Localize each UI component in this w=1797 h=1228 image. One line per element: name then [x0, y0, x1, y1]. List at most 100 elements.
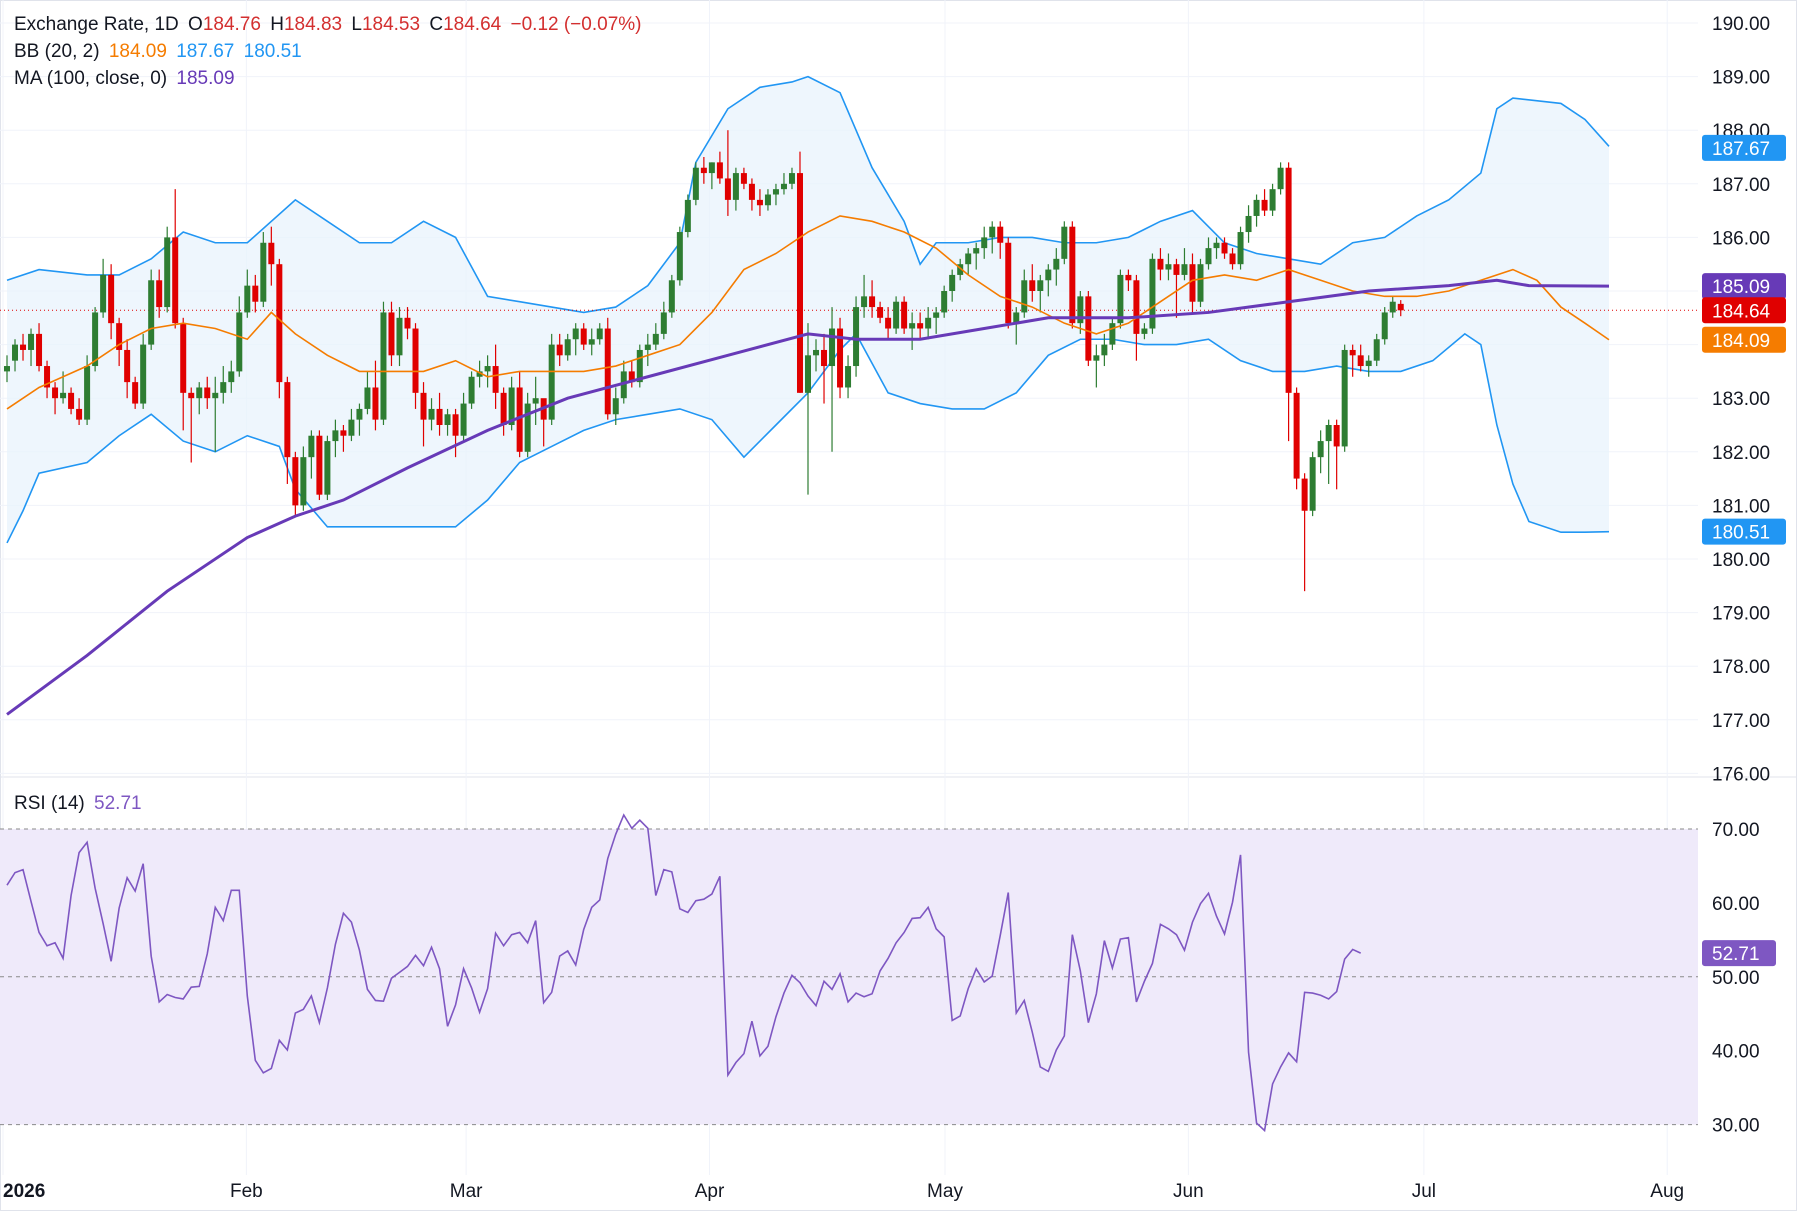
candle: [612, 387, 619, 425]
candle-body: [1133, 280, 1140, 334]
candle-body: [492, 366, 499, 393]
candle-body: [580, 328, 587, 345]
candle: [636, 344, 643, 388]
candle: [100, 258, 107, 318]
candle-body: [12, 344, 19, 361]
candle-body: [1229, 253, 1236, 265]
axis-layer: 190.00189.00188.00187.00186.00185.00184.…: [3, 14, 1786, 1202]
candle: [1037, 274, 1044, 313]
candle: [1085, 291, 1092, 367]
candle: [1005, 237, 1012, 329]
candle: [164, 226, 171, 313]
candle-body: [805, 355, 811, 393]
candle-body: [500, 392, 507, 425]
candle-body: [1357, 355, 1364, 367]
candle-body: [100, 274, 107, 313]
candle-body: [92, 312, 99, 367]
candle: [989, 221, 996, 254]
candle: [1229, 248, 1236, 270]
price-tick-label: 186.00: [1712, 228, 1770, 249]
time-tick-label: Mar: [450, 1181, 483, 1202]
candle-body: [196, 387, 203, 399]
candle-body: [612, 398, 619, 415]
candle: [524, 392, 531, 458]
candle-body: [1157, 258, 1164, 270]
candle-body: [44, 366, 51, 388]
candle: [564, 333, 571, 361]
instrument-label: Exchange Rate, 1D: [14, 14, 179, 35]
candle-body: [284, 382, 291, 458]
rsi-tick-label: 40.00: [1712, 1042, 1760, 1063]
candle-body: [332, 430, 339, 442]
candle-body: [1109, 323, 1116, 345]
candle-body: [973, 248, 980, 254]
candle-body: [965, 253, 972, 265]
bb-fill: [7, 76, 1609, 543]
candle: [204, 376, 211, 409]
candle: [340, 425, 347, 452]
candle-body: [1197, 264, 1204, 302]
candle-body: [308, 435, 315, 458]
candle-body: [324, 441, 331, 495]
candle: [428, 398, 435, 431]
price-tick-label: 187.00: [1712, 175, 1770, 196]
candle-body: [1373, 339, 1380, 361]
candle-body: [380, 312, 387, 420]
candle-body: [756, 199, 763, 206]
candle: [660, 301, 667, 340]
candle-body: [60, 392, 67, 399]
candle-body: [364, 387, 371, 409]
candle: [556, 333, 563, 367]
candle: [1117, 269, 1124, 329]
candle-body: [84, 366, 91, 420]
candle: [853, 296, 860, 377]
candle: [1213, 237, 1220, 259]
candle-body: [276, 264, 283, 383]
candle: [1165, 253, 1172, 281]
candle: [1389, 296, 1396, 318]
rsi-badge: 52.71: [1702, 940, 1776, 967]
candle-body: [1053, 258, 1060, 270]
candle-body: [1269, 189, 1276, 211]
candle-body: [36, 333, 43, 367]
candle: [628, 360, 635, 388]
candle: [1277, 162, 1284, 195]
candle: [532, 376, 539, 425]
candle-body: [692, 167, 699, 200]
candle-body: [1101, 344, 1108, 356]
candle: [252, 274, 259, 313]
candle: [652, 323, 659, 350]
candle: [1181, 248, 1188, 281]
candle: [1301, 473, 1308, 592]
candle-body: [909, 323, 916, 329]
candle-body: [1245, 215, 1252, 233]
candle-body: [1037, 280, 1044, 291]
candle: [700, 157, 707, 184]
candle-body: [588, 339, 595, 345]
candle-body: [316, 435, 323, 495]
candle: [68, 387, 75, 415]
candle-body: [821, 349, 828, 367]
price-badge-label: 185.09: [1712, 277, 1770, 298]
candle: [268, 226, 275, 286]
candle: [452, 408, 459, 458]
price-tick-label: 190.00: [1712, 14, 1770, 35]
candle-body: [76, 408, 83, 420]
price-tick-label: 181.00: [1712, 496, 1770, 517]
candle-body: [957, 264, 964, 275]
candle: [276, 258, 283, 399]
candle: [1053, 248, 1060, 286]
candle: [492, 344, 499, 409]
candle-body: [660, 312, 667, 334]
candle: [813, 339, 820, 372]
candle-body: [436, 408, 443, 425]
candle: [372, 360, 379, 431]
candle: [388, 301, 395, 367]
candle: [20, 333, 27, 361]
candle: [212, 376, 219, 452]
candle: [684, 194, 691, 238]
candle: [716, 151, 723, 184]
candle-body: [997, 226, 1004, 243]
candle: [644, 333, 651, 367]
